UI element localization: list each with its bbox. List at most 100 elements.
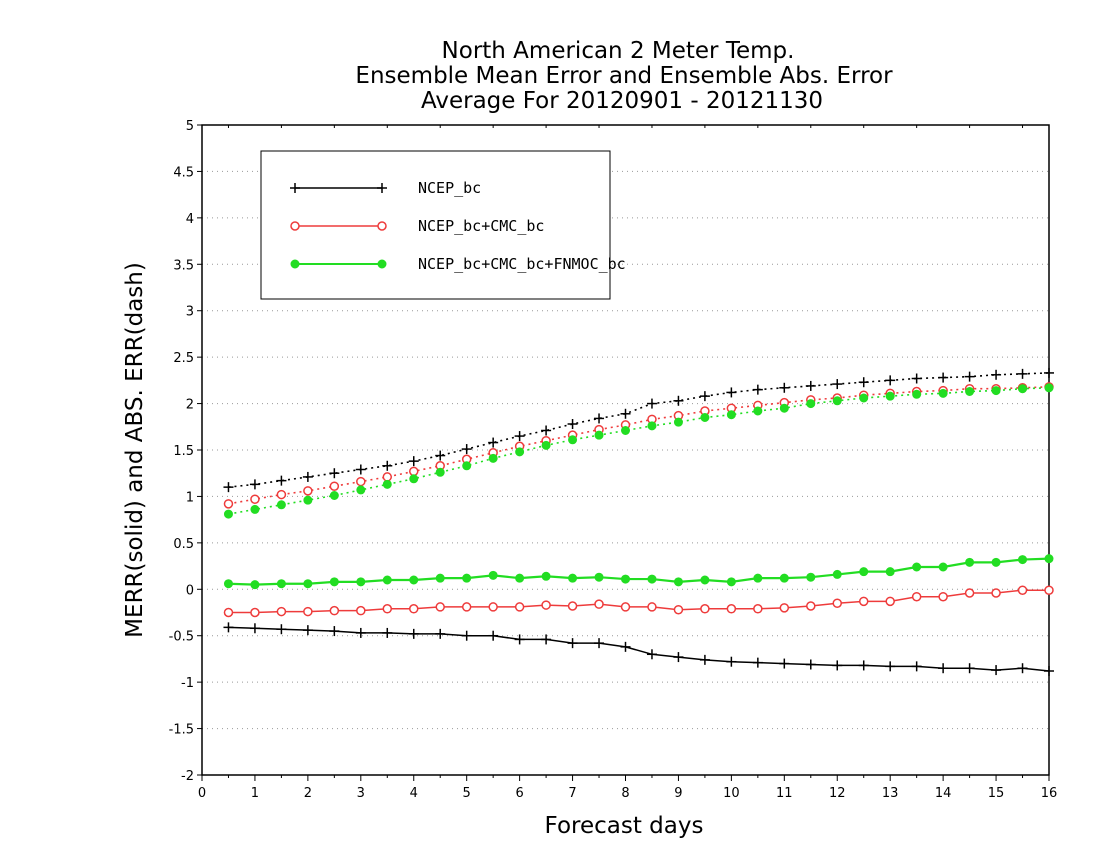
abs-err-point bbox=[435, 467, 445, 477]
abs-err-line bbox=[228, 372, 1050, 488]
abs-err-point bbox=[938, 372, 949, 383]
y-tick-label: 3 bbox=[186, 305, 194, 320]
merr-point bbox=[832, 598, 842, 608]
merr-point bbox=[965, 557, 975, 567]
merr-point bbox=[752, 657, 763, 668]
abs-err-line bbox=[228, 386, 1050, 505]
merr-point bbox=[964, 663, 975, 674]
abs-err-point bbox=[885, 391, 895, 401]
y-tick-label: 4 bbox=[186, 212, 194, 227]
merr-point bbox=[699, 654, 710, 665]
merr-point bbox=[568, 573, 578, 583]
merr-point bbox=[488, 570, 498, 580]
merr-point bbox=[541, 634, 552, 645]
y-tick-label: 1 bbox=[186, 490, 194, 505]
x-tick-label: 5 bbox=[463, 786, 471, 801]
merr-point bbox=[859, 567, 869, 577]
merr-point bbox=[223, 579, 233, 589]
merr-point bbox=[594, 572, 604, 582]
merr-point bbox=[779, 603, 790, 613]
abs-err-point bbox=[276, 500, 286, 510]
y-tick-label: -1.5 bbox=[169, 723, 194, 738]
y-tick-label: 0 bbox=[186, 583, 194, 598]
merr-point bbox=[514, 602, 525, 612]
merr-point bbox=[621, 574, 630, 584]
merr-point bbox=[488, 630, 499, 641]
abs-err-point bbox=[673, 395, 684, 406]
merr-point bbox=[594, 599, 604, 609]
legend-entry: NCEP_bc bbox=[290, 179, 481, 197]
merr-point bbox=[302, 625, 313, 636]
merr-point bbox=[303, 606, 313, 617]
abs-err-point bbox=[726, 410, 736, 420]
merr-point bbox=[250, 607, 260, 618]
merr-point bbox=[435, 602, 445, 612]
legend-label: NCEP_bc+CMC_bc+FNMOC_bc bbox=[418, 255, 626, 273]
merr-point bbox=[911, 661, 922, 672]
merr-point bbox=[435, 628, 446, 639]
abs-err-point bbox=[303, 495, 313, 505]
abs-err-point bbox=[1044, 367, 1054, 378]
legend: NCEP_bc NCEP_bc+CMC_bc NCEP_bc+CMC_bc+FNMO… bbox=[260, 150, 626, 300]
x-tick-label: 4 bbox=[410, 786, 418, 801]
merr-point bbox=[461, 630, 472, 641]
abs-err-point bbox=[806, 399, 816, 409]
abs-err-point bbox=[832, 396, 842, 406]
merr-point bbox=[832, 660, 843, 671]
legend-marker-left bbox=[290, 259, 300, 269]
merr-point bbox=[726, 656, 737, 667]
merr-point bbox=[382, 627, 393, 638]
abs-err-point bbox=[805, 380, 816, 391]
abs-err-point bbox=[938, 388, 948, 398]
merr-point bbox=[276, 579, 286, 589]
abs-err-point bbox=[382, 479, 392, 489]
abs-err-point bbox=[515, 447, 525, 457]
merr-point bbox=[700, 604, 710, 614]
merr-point bbox=[1044, 666, 1054, 676]
merr-point bbox=[435, 573, 445, 583]
abs-err-point bbox=[382, 460, 393, 471]
legend-entry: NCEP_bc+CMC_bc bbox=[290, 217, 544, 235]
abs-err-point bbox=[541, 425, 552, 436]
abs-err-point bbox=[329, 481, 340, 491]
x-tick-label: 16 bbox=[1041, 786, 1058, 801]
x-tick-label: 7 bbox=[568, 786, 576, 801]
merr-point bbox=[250, 580, 260, 590]
x-tick-label: 2 bbox=[304, 786, 312, 801]
abs-err-point bbox=[567, 419, 578, 429]
merr-point bbox=[753, 573, 763, 583]
merr-point bbox=[885, 596, 895, 607]
merr-point bbox=[382, 575, 392, 585]
x-tick-label: 13 bbox=[882, 786, 899, 801]
merr-point bbox=[356, 577, 366, 587]
merr-point bbox=[779, 658, 790, 669]
abs-err-point bbox=[726, 387, 737, 398]
abs-err-point bbox=[250, 494, 260, 504]
abs-err-point bbox=[885, 375, 896, 386]
merr-point bbox=[938, 663, 949, 674]
abs-err-point bbox=[965, 387, 975, 396]
abs-err-point bbox=[302, 471, 313, 482]
merr-point bbox=[620, 641, 631, 652]
y-tick-label: 3.5 bbox=[173, 258, 194, 273]
merr-point bbox=[806, 572, 816, 582]
merr-point bbox=[382, 604, 393, 614]
merr-point bbox=[276, 606, 287, 617]
x-tick-label: 11 bbox=[776, 786, 793, 801]
merr-point bbox=[515, 573, 525, 583]
abs-err-point bbox=[250, 504, 260, 514]
merr-point bbox=[1017, 585, 1028, 595]
merr-point bbox=[726, 604, 737, 614]
merr-point bbox=[832, 569, 842, 579]
abs-err-point bbox=[620, 408, 631, 419]
abs-err-point bbox=[488, 437, 499, 448]
abs-err-point bbox=[223, 482, 234, 493]
merr-point bbox=[329, 626, 340, 637]
abs-err-point bbox=[329, 491, 339, 500]
abs-err-point bbox=[832, 379, 843, 390]
grid bbox=[202, 170, 1049, 730]
x-tick-label: 3 bbox=[357, 786, 365, 801]
abs-err-point bbox=[541, 440, 551, 450]
merr-point bbox=[779, 573, 789, 583]
abs-err-point bbox=[911, 373, 922, 384]
